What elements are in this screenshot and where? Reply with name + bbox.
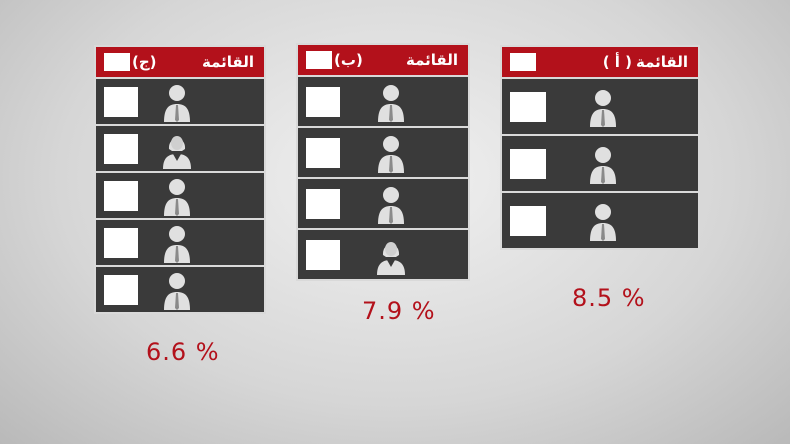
candidate-name-box bbox=[306, 86, 340, 117]
header-name-box bbox=[306, 51, 332, 69]
candidate-name-box bbox=[510, 91, 546, 122]
candidate-row bbox=[502, 191, 698, 248]
candidate-name-box bbox=[104, 86, 138, 117]
header-name-box bbox=[510, 53, 536, 71]
male-person-icon bbox=[590, 146, 616, 184]
male-person-icon bbox=[590, 89, 616, 127]
candidate-name-box bbox=[306, 239, 340, 270]
list-b-header: (ب) القائمة bbox=[296, 43, 470, 75]
list-c-header: (ج) القائمة bbox=[94, 45, 266, 77]
candidate-row bbox=[96, 171, 264, 218]
female-person-icon bbox=[163, 135, 191, 169]
list-a: ( أ ) القائمة bbox=[500, 45, 700, 250]
female-person-icon bbox=[377, 241, 405, 275]
list-title: القائمة bbox=[202, 53, 254, 71]
male-person-icon bbox=[164, 272, 190, 310]
male-person-icon bbox=[378, 84, 404, 122]
list-letter: (ج) bbox=[132, 53, 157, 71]
candidate-name-box bbox=[104, 227, 138, 258]
list-c-percent: 6.6 % bbox=[146, 338, 220, 366]
header-name-box bbox=[104, 53, 130, 71]
list-b-percent: 7.9 % bbox=[362, 297, 436, 325]
candidate-row bbox=[298, 126, 468, 177]
list-letter: ( أ ) bbox=[602, 53, 632, 71]
male-person-icon bbox=[164, 84, 190, 122]
list-c: (ج) القائمة bbox=[94, 45, 266, 314]
candidate-name-box bbox=[104, 180, 138, 211]
list-b-rows bbox=[296, 75, 470, 281]
candidate-row bbox=[298, 228, 468, 279]
candidate-name-box bbox=[104, 274, 138, 305]
candidate-name-box bbox=[306, 188, 340, 219]
candidate-row bbox=[96, 265, 264, 312]
list-a-rows bbox=[500, 77, 700, 250]
list-title: القائمة bbox=[406, 51, 458, 69]
list-title: القائمة bbox=[636, 53, 688, 71]
candidate-row bbox=[502, 77, 698, 134]
male-person-icon bbox=[378, 135, 404, 173]
list-c-rows bbox=[94, 77, 266, 314]
candidate-row bbox=[298, 75, 468, 126]
candidate-name-box bbox=[510, 205, 546, 236]
candidate-row bbox=[96, 218, 264, 265]
male-person-icon bbox=[590, 203, 616, 241]
list-a-header: ( أ ) القائمة bbox=[500, 45, 700, 77]
candidate-name-box bbox=[510, 148, 546, 179]
male-person-icon bbox=[164, 178, 190, 216]
male-person-icon bbox=[378, 186, 404, 224]
list-a-percent: 8.5 % bbox=[572, 284, 646, 312]
candidate-row bbox=[298, 177, 468, 228]
candidate-row bbox=[96, 124, 264, 171]
candidate-name-box bbox=[104, 133, 138, 164]
list-b: (ب) القائمة bbox=[296, 43, 470, 281]
candidate-name-box bbox=[306, 137, 340, 168]
list-letter: (ب) bbox=[334, 51, 363, 69]
male-person-icon bbox=[164, 225, 190, 263]
candidate-row bbox=[502, 134, 698, 191]
candidate-row bbox=[96, 77, 264, 124]
